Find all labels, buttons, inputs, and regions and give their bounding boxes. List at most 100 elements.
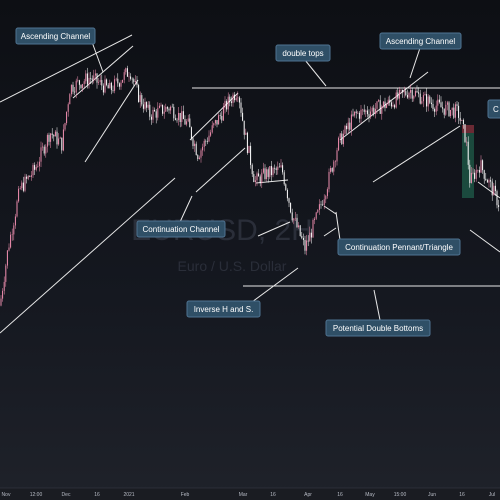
candle-body [256, 173, 258, 181]
candle-body [288, 198, 290, 203]
candle-body [462, 119, 464, 125]
candle-body [184, 119, 186, 125]
candle-body [78, 80, 80, 85]
candle-body [293, 218, 295, 221]
candle-body [94, 73, 96, 76]
watermark-description: Euro / U.S. Dollar [178, 258, 287, 274]
candle-body [491, 181, 493, 196]
candle-body [349, 122, 351, 130]
candle-body [437, 99, 439, 106]
candle-body [253, 174, 255, 183]
callout-double-bottoms-text: Potential Double Bottoms [333, 324, 423, 333]
candle-body [395, 92, 397, 108]
candle-body [136, 80, 138, 86]
candle-body [459, 117, 461, 121]
candle-body [486, 180, 488, 183]
candle-body [302, 237, 304, 240]
candle-body [50, 133, 52, 142]
callout-cut-right-text: C [493, 105, 499, 114]
candle-body [82, 84, 84, 89]
candle-body [330, 168, 332, 172]
candle-body [315, 212, 317, 219]
candle-body [144, 102, 146, 109]
candle-body [333, 161, 335, 172]
candle-body [264, 168, 266, 179]
candle-body [283, 172, 285, 185]
candle-body [130, 76, 132, 79]
candle-body [269, 166, 271, 177]
candle-body [306, 240, 308, 251]
candle-body [120, 82, 122, 87]
candle-body [464, 124, 466, 142]
callout-continuation-pennant: Continuation Pennant/Triangle [337, 238, 461, 256]
candle-body [461, 119, 463, 121]
candle-body [214, 120, 216, 124]
candle-body [197, 155, 199, 160]
candle-body [478, 170, 480, 173]
trendline-right-lower [469, 229, 500, 253]
candle-body [242, 112, 244, 121]
pointer-continuation-pennant [335, 211, 341, 241]
candle-body [162, 104, 164, 114]
candle-body [219, 115, 221, 117]
candle-body [382, 101, 384, 107]
candle-body [285, 184, 287, 190]
trendline-channel2-lower [372, 125, 461, 183]
trendline-channel2-upper [339, 71, 429, 141]
candle-body [37, 166, 39, 167]
x-tick-label: 2021 [123, 492, 134, 498]
candle-body [88, 77, 90, 85]
candle-body [40, 147, 42, 162]
x-axis-ticks: Nov 12:00 Dec 16 2021 Feb Mar 16 Apr 16 May 15:00 Ju… [2, 492, 496, 498]
candle-body [232, 94, 234, 103]
candle-body [309, 232, 311, 242]
candle-body [278, 166, 280, 168]
candle-body [237, 97, 239, 99]
candle-body [392, 105, 394, 107]
candle-body [90, 77, 92, 79]
candle-body [18, 188, 20, 202]
candle-body [6, 250, 8, 266]
candle-body [149, 104, 151, 117]
trendline-channel1-lower [0, 177, 176, 334]
candle-body [446, 102, 448, 105]
x-tick-label: May [365, 492, 375, 498]
candle-body [154, 109, 156, 112]
candle-body [13, 225, 15, 235]
candle-body [42, 146, 44, 148]
candle-body [373, 107, 375, 114]
candle-body [456, 104, 458, 106]
highlight-red-box [462, 125, 474, 133]
candle-body [53, 134, 55, 137]
candle-body [213, 123, 215, 126]
candle-body [405, 91, 407, 95]
candle-body [262, 168, 264, 173]
candle-body [266, 169, 268, 179]
candle-body [189, 118, 191, 128]
candle-body [195, 143, 197, 156]
candle-body [258, 173, 260, 177]
candle-body [165, 107, 167, 112]
pointer-double-tops [304, 59, 327, 87]
candle-body [290, 202, 292, 213]
trendline-cont-channel-lower [195, 147, 246, 193]
candle-body [301, 235, 303, 238]
candles-group [0, 65, 500, 307]
candle-body [387, 99, 389, 105]
candle-body [366, 110, 368, 115]
candle-body [378, 100, 380, 102]
candle-body [451, 107, 453, 110]
candle-body [474, 172, 476, 179]
candle-body [291, 212, 293, 221]
candle-body [160, 104, 162, 106]
candle-body [187, 118, 189, 122]
candle-body [419, 93, 421, 104]
candle-body [338, 137, 340, 151]
candle-body [414, 91, 416, 97]
candle-body [298, 225, 300, 228]
candle-body [384, 101, 386, 108]
callout-cut-right: C [487, 99, 500, 119]
pointer-continuation-channel [179, 195, 193, 223]
candle-body [218, 115, 220, 125]
